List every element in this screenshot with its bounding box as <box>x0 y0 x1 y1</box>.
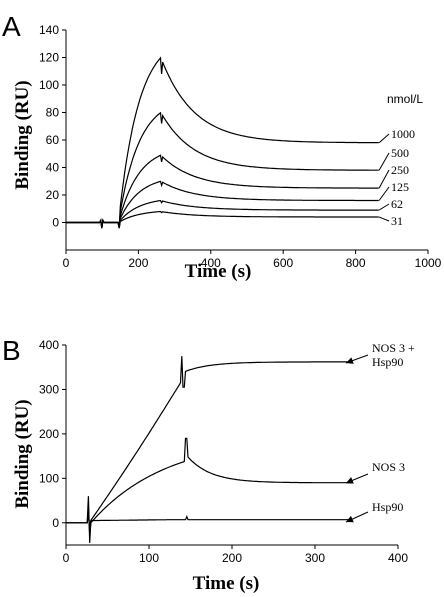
panel-a-y-tick-label: 0 <box>52 216 59 230</box>
panel-a-unit-label: nmol/L <box>387 92 423 106</box>
panel-b-x-axis-label: Time (s) <box>193 573 260 594</box>
panel-b-series-line <box>66 437 353 535</box>
panel-a-series-line <box>66 199 379 229</box>
panel-a-series-line <box>66 210 379 229</box>
panel-letter-a: A <box>2 11 21 42</box>
panel-b-arrow-head <box>346 477 354 484</box>
panel-b-y-tick-label: 200 <box>39 427 59 441</box>
panel-b-y-tick-label: 300 <box>39 382 59 396</box>
panel-a-series-leader <box>378 186 390 201</box>
panel-a-series-leader <box>378 133 390 144</box>
panel-a-series-label: 500 <box>391 146 409 160</box>
panel-a-y-tick-label: 140 <box>39 23 59 37</box>
panel-b-y-tick-label: 100 <box>39 471 59 485</box>
panel-a-series-leader <box>378 203 390 211</box>
panel-b-series-line <box>66 356 353 543</box>
panel-a-x-axis-label: Time (s) <box>185 261 252 282</box>
panel-a-series-label: 125 <box>391 180 409 194</box>
panel-b-x-tick-label: 200 <box>222 551 242 565</box>
panel-a-series-leader <box>378 169 390 189</box>
panel-b-y-tick-label: 400 <box>39 338 59 352</box>
panel-a-x-tick-label: 200 <box>128 256 148 270</box>
panel-b-y-tick-label: 0 <box>52 516 59 530</box>
panel-b-series-line <box>66 514 353 529</box>
panel-a-y-tick-label: 40 <box>46 161 60 175</box>
panel-a-y-tick-label: 80 <box>46 106 60 120</box>
panel-b-series-label: Hsp90 <box>372 500 403 514</box>
panel-a-y-tick-label: 100 <box>39 78 59 92</box>
panel-b-x-tick-label: 300 <box>305 551 325 565</box>
panel-a-series-leader <box>378 216 390 222</box>
panel-a-x-tick-label: 600 <box>273 256 293 270</box>
panel-b-x-tick-label: 100 <box>139 551 159 565</box>
panel-a: A 0 20 40 60 80 100 120 140 0 200 400 600 800 1000 10… <box>2 11 442 282</box>
panel-b-arrow-head <box>346 515 354 523</box>
panel-a-x-tick-label: 800 <box>346 256 366 270</box>
panel-a-series-label: 31 <box>391 214 403 228</box>
panel-a-series-leader <box>378 152 390 171</box>
panel-a-x-tick-label: 1000 <box>415 256 442 270</box>
panel-a-series-label: 1000 <box>391 127 415 141</box>
panel-b-series-label: NOS 3 <box>372 460 405 474</box>
panel-a-y-tick-label: 120 <box>39 51 59 65</box>
panel-b-arrow-head <box>346 357 354 364</box>
panel-a-series-label: 250 <box>391 163 409 177</box>
panel-a-y-axis-label: Binding (RU) <box>12 80 33 189</box>
panel-a-series-line <box>66 56 379 229</box>
panel-b-series-label: NOS 3 + <box>372 341 415 355</box>
panel-a-x-tick-label: 0 <box>63 256 70 270</box>
panel-a-y-tick-label: 60 <box>46 133 60 147</box>
panel-a-series-label: 62 <box>391 197 403 211</box>
panel-b-series-label: Hsp90 <box>372 355 403 369</box>
panel-b-x-tick-label: 400 <box>388 551 408 565</box>
panel-a-x-tick-label: 400 <box>201 256 221 270</box>
panel-b-y-axis-label: Binding (RU) <box>12 399 33 508</box>
panel-letter-b: B <box>2 335 21 366</box>
panel-a-y-tick-label: 20 <box>46 188 60 202</box>
panel-b-x-tick-label: 0 <box>63 551 70 565</box>
